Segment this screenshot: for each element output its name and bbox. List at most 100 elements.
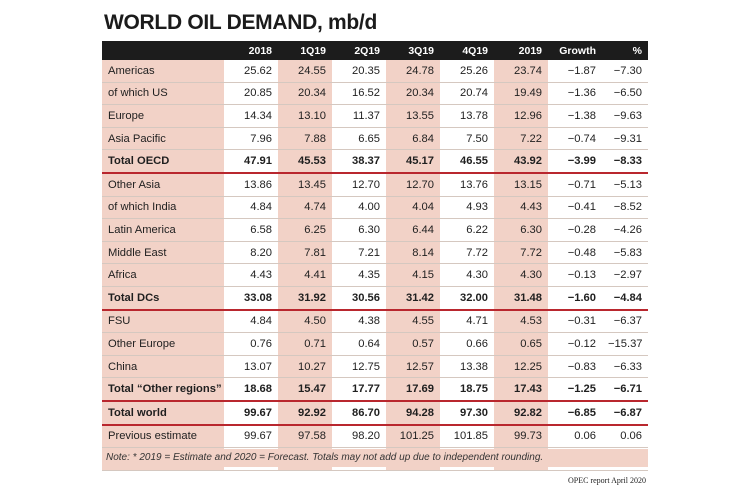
table-row: Asia Pacific 7.96 7.88 6.65 6.84 7.50 7.22 −0.7… bbox=[102, 127, 648, 151]
data-cell: 43.92 bbox=[494, 149, 548, 174]
table-body: Americas 25.62 24.55 20.35 24.78 25.26 23.74 −1… bbox=[102, 60, 648, 471]
data-cell: 12.70 bbox=[386, 172, 440, 197]
data-cell: 4.00 bbox=[332, 196, 386, 220]
data-cell: 6.58 bbox=[224, 218, 278, 242]
data-cell: 4.84 bbox=[224, 309, 278, 334]
data-cell: 6.44 bbox=[386, 218, 440, 242]
data-cell: 0.06 bbox=[548, 423, 602, 449]
data-cell: 6.84 bbox=[386, 127, 440, 151]
row-label: Total DCs bbox=[102, 286, 224, 311]
data-cell: 8.20 bbox=[224, 241, 278, 265]
data-cell: −1.60 bbox=[548, 286, 602, 311]
data-cell: 7.81 bbox=[278, 241, 332, 265]
data-cell: 15.47 bbox=[278, 377, 332, 402]
data-cell: 4.15 bbox=[386, 263, 440, 287]
data-cell: 4.30 bbox=[494, 263, 548, 287]
data-cell: 8.14 bbox=[386, 241, 440, 265]
data-cell: 7.72 bbox=[494, 241, 548, 265]
data-cell: 0.71 bbox=[278, 332, 332, 356]
data-cell: −1.87 bbox=[548, 60, 602, 83]
row-label: Americas bbox=[102, 60, 224, 83]
table-title: WORLD OIL DEMAND, mb/d bbox=[104, 11, 377, 34]
data-cell: 13.15 bbox=[494, 172, 548, 197]
data-cell: 0.66 bbox=[440, 332, 494, 356]
data-cell: 4.50 bbox=[278, 309, 332, 334]
data-cell: 0.76 bbox=[224, 332, 278, 356]
data-cell: 97.58 bbox=[278, 423, 332, 449]
data-cell: 99.67 bbox=[224, 400, 278, 426]
data-cell: 20.85 bbox=[224, 82, 278, 106]
row-label: Europe bbox=[102, 104, 224, 128]
header-cell: 2018 bbox=[224, 41, 278, 60]
table-row: Other Asia 13.86 13.45 12.70 12.70 13.76 13.15… bbox=[102, 172, 648, 197]
data-cell: 94.28 bbox=[386, 400, 440, 426]
data-cell: 4.30 bbox=[440, 263, 494, 287]
data-cell: 45.53 bbox=[278, 149, 332, 174]
data-cell: 7.72 bbox=[440, 241, 494, 265]
data-cell: 0.65 bbox=[494, 332, 548, 356]
data-cell: 4.55 bbox=[386, 309, 440, 334]
data-cell: 24.78 bbox=[386, 60, 440, 83]
data-cell: 13.45 bbox=[278, 172, 332, 197]
data-cell: −5.83 bbox=[602, 241, 648, 265]
table-row: Total world 99.67 92.92 86.70 94.28 97.30 92.8… bbox=[102, 400, 648, 426]
data-cell: 12.75 bbox=[332, 355, 386, 379]
data-cell: 4.04 bbox=[386, 196, 440, 220]
row-label: of which US bbox=[102, 82, 224, 106]
data-cell: 12.57 bbox=[386, 355, 440, 379]
data-cell: 4.71 bbox=[440, 309, 494, 334]
table-row: of which US 20.85 20.34 16.52 20.34 20.74 19.4… bbox=[102, 82, 648, 106]
data-cell: 10.27 bbox=[278, 355, 332, 379]
data-cell: −0.31 bbox=[548, 309, 602, 334]
row-label: Asia Pacific bbox=[102, 127, 224, 151]
row-label: Latin America bbox=[102, 218, 224, 242]
data-cell: 20.34 bbox=[278, 82, 332, 106]
table-row: FSU 4.84 4.50 4.38 4.55 4.71 4.53 −0.31 −6.37 bbox=[102, 309, 648, 334]
data-cell: −2.97 bbox=[602, 263, 648, 287]
row-label: Other Europe bbox=[102, 332, 224, 356]
data-cell: 98.20 bbox=[332, 423, 386, 449]
row-label: of which India bbox=[102, 196, 224, 220]
data-cell: 25.26 bbox=[440, 60, 494, 83]
row-label: China bbox=[102, 355, 224, 379]
header-cell: 2019 bbox=[494, 41, 548, 60]
data-cell: 12.70 bbox=[332, 172, 386, 197]
data-cell: −15.37 bbox=[602, 332, 648, 356]
data-cell: −6.33 bbox=[602, 355, 648, 379]
data-cell: −4.84 bbox=[602, 286, 648, 311]
data-cell: 4.41 bbox=[278, 263, 332, 287]
data-cell: −0.71 bbox=[548, 172, 602, 197]
header-cell: % bbox=[602, 41, 648, 60]
table-row: Americas 25.62 24.55 20.35 24.78 25.26 23.74 −1… bbox=[102, 60, 648, 83]
table-row: Total “Other regions” 18.68 15.47 17.77 17.6… bbox=[102, 377, 648, 402]
row-label: FSU bbox=[102, 309, 224, 334]
data-cell: 7.21 bbox=[332, 241, 386, 265]
data-cell: 92.82 bbox=[494, 400, 548, 426]
data-cell: 16.52 bbox=[332, 82, 386, 106]
data-cell: 17.77 bbox=[332, 377, 386, 402]
data-cell: 38.37 bbox=[332, 149, 386, 174]
table-row: Total DCs 33.08 31.92 30.56 31.42 32.00 31.48−… bbox=[102, 286, 648, 311]
data-cell: 17.43 bbox=[494, 377, 548, 402]
data-cell: 24.55 bbox=[278, 60, 332, 83]
data-cell: 31.92 bbox=[278, 286, 332, 311]
table-row: Total OECD 47.91 45.53 38.37 45.17 46.55 43.92… bbox=[102, 149, 648, 174]
data-cell: 4.84 bbox=[224, 196, 278, 220]
data-cell: 4.43 bbox=[494, 196, 548, 220]
header-cell: 1Q19 bbox=[278, 41, 332, 60]
data-cell: 20.74 bbox=[440, 82, 494, 106]
data-cell: −6.50 bbox=[602, 82, 648, 106]
header-row: 2018 1Q19 2Q19 3Q19 4Q19 2019 Growth% bbox=[102, 41, 648, 60]
header-cell: 2Q19 bbox=[332, 41, 386, 60]
data-cell: −0.41 bbox=[548, 196, 602, 220]
data-cell: 13.10 bbox=[278, 104, 332, 128]
data-cell: 18.68 bbox=[224, 377, 278, 402]
header-cell: 4Q19 bbox=[440, 41, 494, 60]
row-label: Total world bbox=[102, 400, 224, 426]
data-cell: 30.56 bbox=[332, 286, 386, 311]
oil-demand-table: 2018 1Q19 2Q19 3Q19 4Q19 2019 Growth% Americas… bbox=[102, 41, 648, 471]
data-cell: −0.13 bbox=[548, 263, 602, 287]
data-cell: −1.36 bbox=[548, 82, 602, 106]
data-cell: 7.50 bbox=[440, 127, 494, 151]
data-cell: 20.35 bbox=[332, 60, 386, 83]
